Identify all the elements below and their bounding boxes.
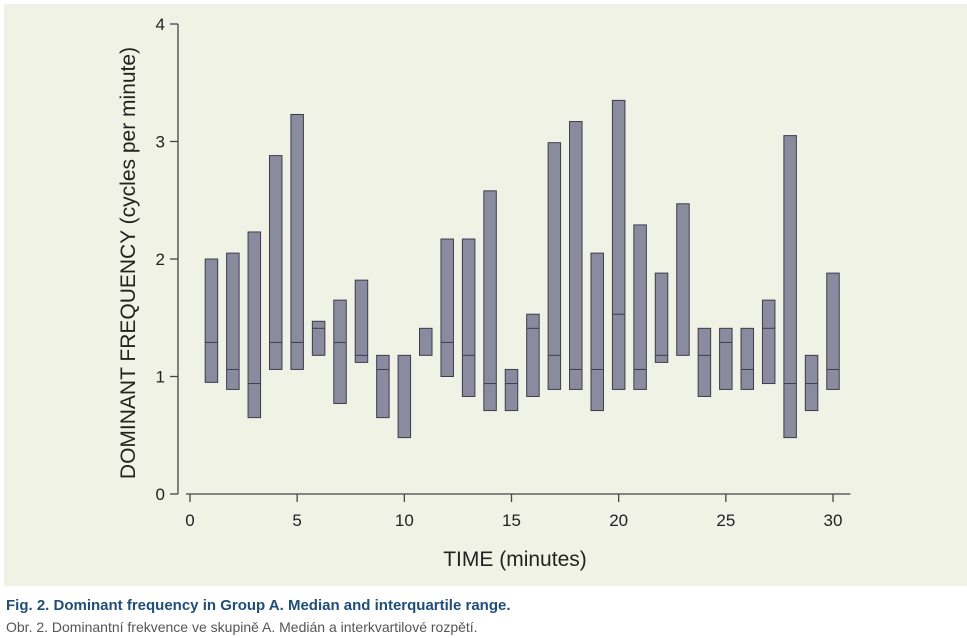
iqr-box	[397, 354, 412, 439]
x-tick-label: 25	[716, 511, 735, 530]
iqr-box	[247, 231, 262, 419]
iqr-box	[419, 327, 433, 356]
iqr-box	[783, 135, 797, 439]
iqr-box	[376, 354, 390, 419]
iqr-box	[461, 238, 476, 397]
iqr-box	[676, 203, 690, 356]
iqr-box	[226, 252, 240, 390]
x-tick-label: 5	[292, 511, 301, 530]
iqr-box	[719, 327, 733, 390]
iqr-box	[204, 258, 219, 383]
figure-caption-czech: Obr. 2. Dominantní frekvence ve skupině …	[6, 619, 478, 635]
iqr-box	[761, 299, 776, 385]
x-tick-label: 0	[185, 511, 194, 530]
x-tick-label: 15	[502, 511, 521, 530]
iqr-box	[654, 272, 669, 363]
y-tick-label: 4	[156, 15, 165, 34]
iqr-box	[633, 224, 647, 390]
iqr-box	[826, 272, 840, 390]
iqr-box	[440, 238, 454, 377]
y-tick-label: 2	[156, 250, 165, 269]
iqr-box	[333, 299, 347, 405]
iqr-box	[547, 142, 562, 390]
y-tick-label: 0	[156, 485, 165, 504]
iqr-box	[804, 354, 819, 412]
iqr-box	[290, 113, 304, 370]
iqr-box	[504, 368, 519, 412]
iqr-box	[354, 279, 369, 363]
y-tick-label: 3	[156, 133, 165, 152]
iqr-box	[611, 99, 626, 390]
iqr-box	[590, 252, 604, 412]
y-axis-label: DOMINANT FREQUENCY (cycles per minute)	[117, 47, 140, 479]
iqr-box	[311, 320, 326, 356]
x-tick-label: 20	[609, 511, 628, 530]
iqr-box	[268, 155, 283, 370]
figure-panel: 0 1 2 3 4 0 5 10 15 20 25 30 TIME (minutes) DOMINAN…	[4, 4, 967, 586]
y-tick-label: 1	[156, 368, 165, 387]
dominant-frequency-chart: 0 1 2 3 4 0 5 10 15 20 25 30 TIME (minutes) DOMINAN…	[117, 15, 851, 571]
iqr-box	[697, 327, 712, 397]
iqr-box	[740, 327, 755, 390]
iqr-box	[569, 121, 583, 390]
x-axis-label: TIME (minutes)	[443, 548, 587, 571]
iqr-box	[526, 313, 540, 397]
figure-caption-english: Fig. 2. Dominant frequency in Group A. M…	[6, 597, 511, 614]
x-tick-label: 30	[824, 511, 843, 530]
iqr-box	[483, 190, 497, 412]
x-tick-label: 10	[395, 511, 414, 530]
